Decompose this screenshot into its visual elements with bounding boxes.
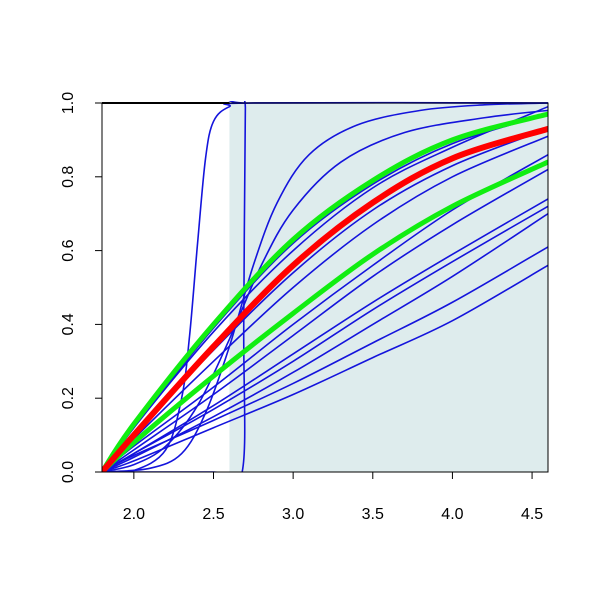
x-tick-label: 2.5: [202, 506, 224, 523]
series-line-blue-9: [102, 168, 548, 472]
x-tick-label: 4.5: [521, 506, 543, 523]
series-line-blue-5: [102, 105, 548, 472]
x-tick-label: 4.0: [441, 506, 463, 523]
x-tick-label: 3.5: [362, 506, 384, 523]
series-layer: [102, 101, 548, 472]
y-tick-label: 0.6: [60, 239, 77, 261]
series-line-red-18: [102, 125, 548, 472]
plot-frame: [101, 102, 549, 473]
series-line-blue-12: [102, 212, 548, 472]
x-tick-label: 3.0: [282, 506, 304, 523]
y-tick-label: 0.8: [60, 166, 77, 188]
y-tick-label: 1.0: [60, 92, 77, 114]
plot-background: [229, 103, 548, 472]
series-line-blue-11: [102, 205, 548, 472]
x-tick-label: 2.0: [123, 506, 145, 523]
axes: 2.0 2.5 3.0 3.5 4.0 4.5 0.0 0.2 0.4 0.6 0.8 1.0: [60, 92, 549, 523]
series-line-blue-13: [102, 246, 548, 472]
series-line-blue-7: [102, 135, 548, 472]
y-tick-label: 0.4: [60, 313, 77, 335]
shaded-region: [229, 103, 548, 472]
series-line-blue-3: [102, 102, 548, 472]
series-line-green-17: [102, 159, 548, 472]
series-line-green-16: [102, 111, 548, 472]
series-line-blue-15: [102, 109, 548, 472]
y-tick-label: 0.2: [60, 387, 77, 409]
series-line-blue-8: [102, 153, 548, 472]
series-line-blue-14: [102, 264, 548, 472]
y-tick-label: 0.0: [60, 461, 77, 483]
